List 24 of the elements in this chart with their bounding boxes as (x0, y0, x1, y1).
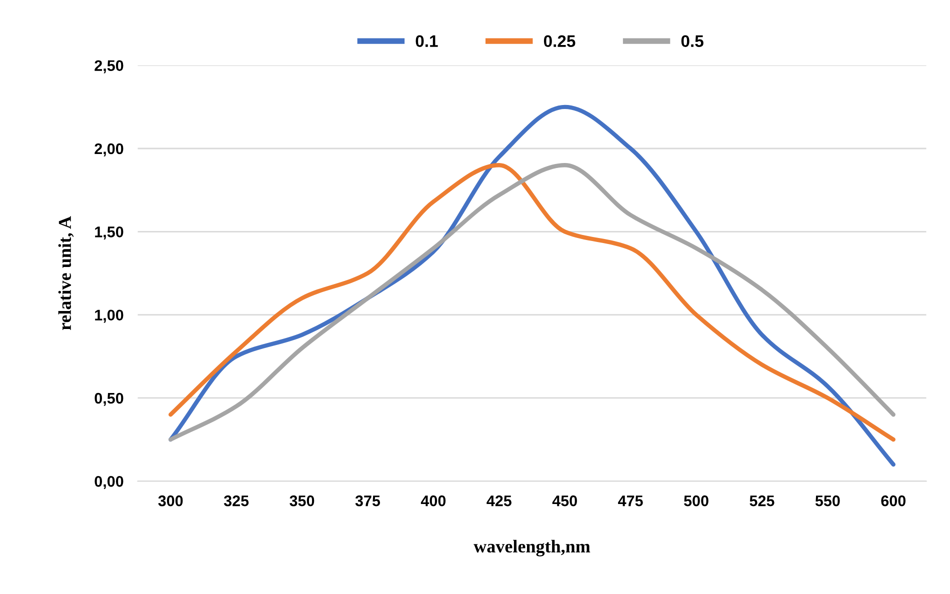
x-tick-label: 375 (355, 495, 380, 506)
x-tick-label: 400 (420, 495, 446, 506)
y-axis-title: relative unit, A (58, 216, 74, 330)
y-tick-label: 0,50 (94, 392, 124, 406)
legend-label: 0.5 (681, 35, 704, 48)
x-tick-label: 350 (290, 495, 314, 506)
x-tick-label: 425 (486, 495, 512, 506)
y-tick-label: 2,00 (94, 143, 124, 156)
y-tick-label: 1,00 (95, 310, 124, 323)
x-tick-label: 325 (224, 495, 249, 506)
x-tick-label: 600 (881, 495, 906, 506)
x-tick-label: 525 (750, 495, 774, 506)
y-tick-label: 1,50 (95, 226, 124, 240)
x-tick-label: 550 (815, 495, 840, 506)
x-tick-label: 475 (618, 496, 643, 506)
y-tick-label: 2,50 (94, 60, 124, 74)
legend-label: 0.25 (544, 35, 576, 48)
legend-label: 0.1 (416, 35, 438, 48)
x-tick-label: 450 (552, 495, 577, 506)
line-series (168, 163, 896, 442)
x-axis-title: wavelength,nm (474, 540, 590, 556)
x-tick-label: 500 (684, 495, 708, 506)
y-tick-label: 0,00 (94, 476, 124, 490)
x-tick-label: 300 (158, 495, 183, 506)
